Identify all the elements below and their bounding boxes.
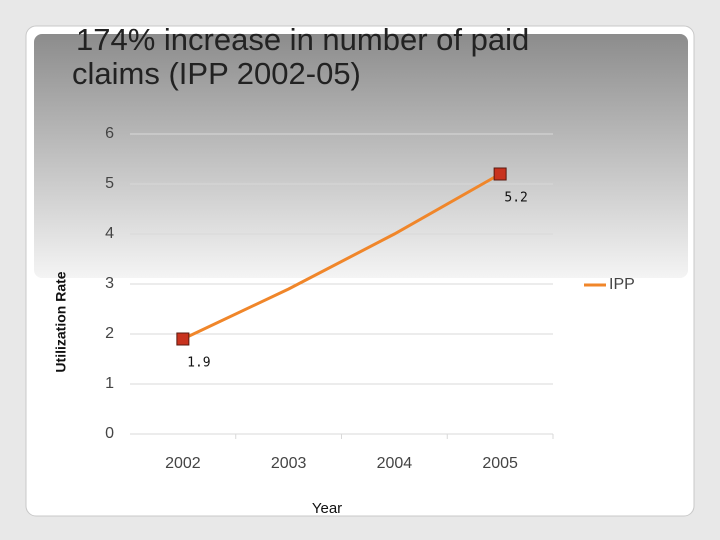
y-tick-label: 0 [105, 425, 114, 442]
title-line: 174% increase in number of paid [76, 22, 529, 57]
y-tick-label: 4 [105, 225, 114, 242]
y-tick-label: 2 [105, 325, 114, 342]
plot: 0 1 2 3 4 5 6 2002 2003 2004 2005 1.9 5.2 IPP [105, 125, 635, 472]
title-line: claims (IPP 2002-05) [72, 56, 361, 91]
marker [493, 167, 507, 181]
marker [176, 332, 190, 346]
data-label: 1.9 [187, 356, 210, 371]
header-band [34, 34, 688, 278]
legend-label: IPP [609, 276, 635, 293]
series-line [182, 172, 501, 341]
x-tick-label: 2004 [377, 455, 413, 472]
y-axis-label: Utilization Rate [53, 271, 69, 372]
x-tick-label: 2003 [271, 455, 307, 472]
y-tick-label: 5 [105, 175, 114, 192]
y-tick-label: 3 [105, 275, 114, 292]
data-label: 5.2 [504, 191, 527, 206]
x-tick-label: 2002 [165, 455, 201, 472]
y-tick-label: 6 [105, 125, 114, 142]
y-tick-label: 1 [105, 375, 114, 392]
x-axis-label: Year [312, 500, 342, 517]
x-tick-label: 2005 [482, 455, 518, 472]
